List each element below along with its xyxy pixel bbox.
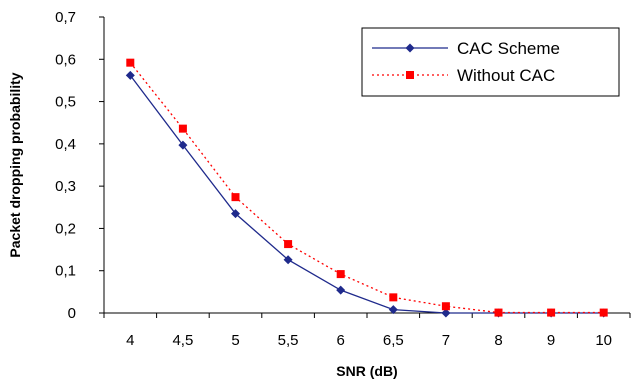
- x-tick-label: 5,5: [278, 332, 299, 349]
- x-tick-label: 4,5: [172, 332, 193, 349]
- data-point-without-cac: [231, 193, 240, 202]
- y-tick-label: 0,2: [55, 220, 76, 237]
- data-point-without-cac: [178, 124, 187, 133]
- data-point-cac-scheme: [125, 70, 135, 80]
- legend-item-cac-scheme: CAC Scheme: [372, 39, 560, 58]
- y-axis-title: Packet dropping probability: [7, 72, 23, 257]
- legend: CAC Scheme Without CAC: [361, 27, 620, 97]
- data-point-without-cac: [284, 240, 293, 249]
- x-tick-label: 9: [547, 332, 555, 349]
- y-tick-label: 0,1: [55, 263, 76, 280]
- legend-item-without-cac: Without CAC: [372, 66, 555, 85]
- data-point-cac-scheme: [178, 140, 188, 150]
- legend-marker-without-cac: [406, 71, 414, 79]
- y-tick-label: 0,6: [55, 51, 76, 68]
- y-tick-labels: 0 0,1 0,2 0,3 0,4 0,5 0,6 0,7: [55, 9, 104, 322]
- x-tick-label: 5: [231, 332, 239, 349]
- data-point-without-cac: [389, 293, 398, 302]
- data-point-cac-scheme: [441, 308, 451, 318]
- x-tick-label: 10: [595, 332, 612, 349]
- data-point-without-cac: [441, 302, 450, 311]
- legend-label-cac-scheme: CAC Scheme: [457, 39, 560, 58]
- y-tick-label: 0: [68, 305, 76, 322]
- data-point-cac-scheme: [231, 209, 240, 219]
- x-axis-title: SNR (dB): [336, 363, 397, 379]
- x-tick-label: 6: [337, 332, 345, 349]
- data-point-without-cac: [494, 308, 503, 317]
- x-tick-labels: 4 4,5 5 5,5 6 6,5 7 8 9 10: [103, 313, 631, 349]
- y-tick-label: 0,7: [55, 9, 76, 26]
- data-point-without-cac: [126, 58, 135, 67]
- legend-label-without-cac: Without CAC: [457, 66, 555, 85]
- y-tick-label: 0,5: [55, 94, 76, 111]
- data-point-without-cac: [336, 270, 345, 279]
- data-point-cac-scheme: [388, 305, 398, 315]
- series-group: [125, 58, 609, 318]
- legend-box: [361, 27, 620, 97]
- legend-marker-cac-scheme: [405, 43, 415, 53]
- x-tick-label: 6,5: [383, 332, 404, 349]
- series-line-without-cac: [129, 62, 604, 314]
- data-point-cac-scheme: [336, 285, 346, 295]
- data-point-without-cac: [547, 308, 556, 317]
- x-tick-label: 8: [494, 332, 502, 349]
- y-tick-label: 0,4: [55, 136, 76, 153]
- data-point-cac-scheme: [283, 255, 293, 265]
- series-without-cac: [126, 58, 608, 317]
- series-cac-scheme: [125, 70, 609, 318]
- data-point-without-cac: [599, 308, 608, 317]
- x-tick-label: 7: [442, 332, 450, 349]
- x-tick-label: 4: [126, 332, 134, 349]
- y-tick-label: 0,3: [55, 178, 76, 195]
- series-line-cac-scheme: [129, 74, 604, 314]
